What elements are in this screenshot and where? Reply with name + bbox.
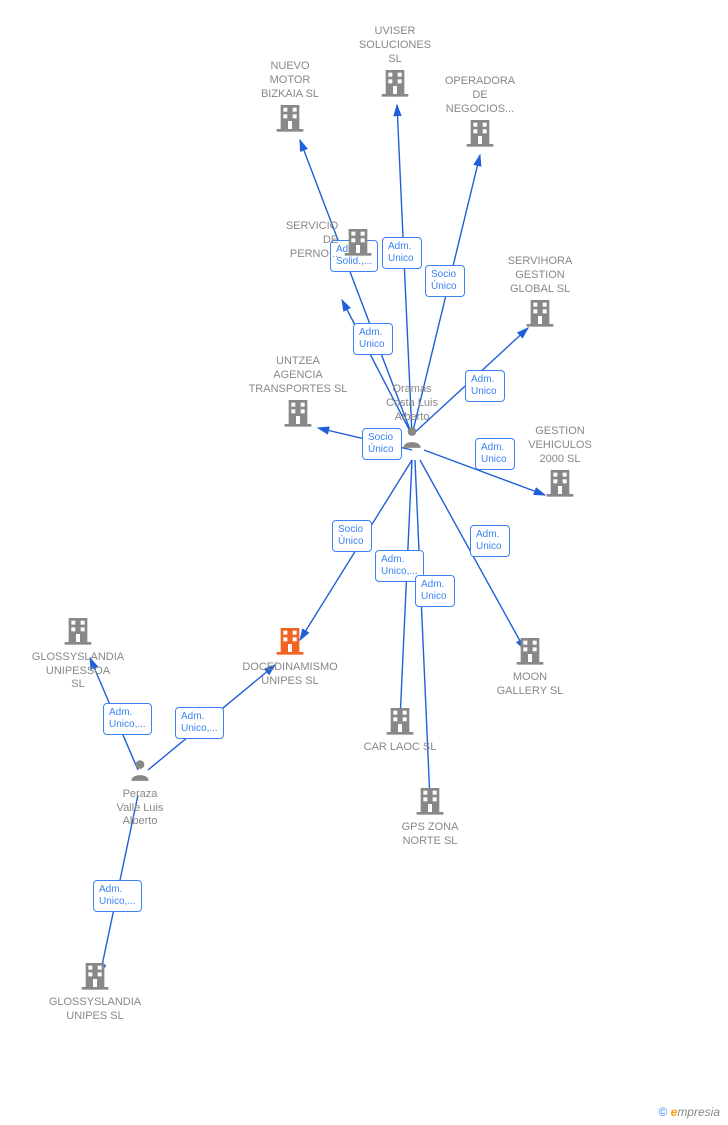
building-icon-wrap xyxy=(370,784,490,821)
edge-label: Adm. Unico,... xyxy=(93,880,142,912)
building-icon-wrap xyxy=(18,614,138,651)
node-label: GPS ZONA NORTE SL xyxy=(370,821,490,849)
company-node[interactable]: UNTZEA AGENCIA TRANSPORTES SL xyxy=(238,355,358,433)
node-label: SERVIHORA GESTION GLOBAL SL xyxy=(480,255,600,296)
person-icon xyxy=(127,757,153,783)
building-icon xyxy=(62,614,94,646)
building-icon xyxy=(274,624,306,656)
building-icon xyxy=(514,634,546,666)
building-icon xyxy=(342,225,374,257)
edge-label: Adm. Unico xyxy=(353,323,393,355)
company-node[interactable]: GLOSSYSLANDIA UNIPES SL xyxy=(35,959,155,1023)
brand-rest: mpresia xyxy=(677,1105,720,1119)
building-icon-wrap xyxy=(470,634,590,671)
person-icon-wrap xyxy=(80,757,200,788)
copyright-text: © xyxy=(658,1105,667,1119)
edges-layer xyxy=(0,0,728,1125)
building-icon-wrap xyxy=(500,466,620,503)
person-icon xyxy=(399,424,425,450)
edge-label: Adm. Unico,... xyxy=(175,707,224,739)
building-icon-wrap xyxy=(420,116,540,153)
node-label: Oramas Costa Luis Alberto xyxy=(352,383,472,424)
edge-label: Adm. Unico xyxy=(470,525,510,557)
company-node[interactable]: GPS ZONA NORTE SL xyxy=(370,784,490,848)
node-label: GLOSSYSLANDIA UNIPESSOA SL xyxy=(18,651,138,692)
building-icon-wrap xyxy=(230,101,350,138)
node-label: UVISER SOLUCIONES SL xyxy=(335,25,455,66)
node-label: NUEVO MOTOR BIZKAIA SL xyxy=(230,60,350,101)
node-label: OPERADORA DE NEGOCIOS... xyxy=(420,75,540,116)
company-node[interactable]: SERVIHORA GESTION GLOBAL SL xyxy=(480,255,600,333)
node-label: SERVICIO DE PERNO... xyxy=(286,220,338,261)
edge-label: Adm. Unico,... xyxy=(103,703,152,735)
building-icon-wrap xyxy=(340,704,460,741)
building-icon xyxy=(274,101,306,133)
node-label: UNTZEA AGENCIA TRANSPORTES SL xyxy=(238,355,358,396)
company-node[interactable]: DOCEDINAMISMO UNIPES SL xyxy=(230,624,350,688)
building-icon xyxy=(79,959,111,991)
edge-label: Socio Único xyxy=(332,520,372,552)
building-icon xyxy=(379,66,411,98)
node-label: GLOSSYSLANDIA UNIPES SL xyxy=(35,996,155,1024)
edge-label: Adm. Unico xyxy=(415,575,455,607)
person-node[interactable]: Peraza Valle Luis Alberto xyxy=(80,757,200,829)
building-icon xyxy=(464,116,496,148)
edge-label: Socio Único xyxy=(425,265,465,297)
company-node[interactable]: SERVICIO DE PERNO... xyxy=(270,220,390,261)
diagram-stage: © empresia Adm. Solid.,...Adm. UnicoSoci… xyxy=(0,0,728,1125)
company-node[interactable]: MOON GALLERY SL xyxy=(470,634,590,698)
building-icon xyxy=(544,466,576,498)
building-icon-wrap xyxy=(35,959,155,996)
node-label: GESTION VEHICULOS 2000 SL xyxy=(500,425,620,466)
building-icon-wrap xyxy=(342,225,374,262)
company-node[interactable]: OPERADORA DE NEGOCIOS... xyxy=(420,75,540,153)
person-node[interactable]: Oramas Costa Luis Alberto xyxy=(352,383,472,455)
node-label: DOCEDINAMISMO UNIPES SL xyxy=(230,661,350,689)
building-icon xyxy=(414,784,446,816)
building-icon-wrap xyxy=(238,396,358,433)
watermark: © empresia xyxy=(658,1105,720,1119)
building-icon xyxy=(384,704,416,736)
building-icon xyxy=(282,396,314,428)
building-icon-wrap xyxy=(480,296,600,333)
company-node[interactable]: NUEVO MOTOR BIZKAIA SL xyxy=(230,60,350,138)
node-label: MOON GALLERY SL xyxy=(470,671,590,699)
company-node[interactable]: GESTION VEHICULOS 2000 SL xyxy=(500,425,620,503)
node-label: CAR LAOC SL xyxy=(340,741,460,755)
company-node[interactable]: CAR LAOC SL xyxy=(340,704,460,755)
building-icon-wrap xyxy=(230,624,350,661)
person-icon-wrap xyxy=(352,424,472,455)
company-node[interactable]: GLOSSYSLANDIA UNIPESSOA SL xyxy=(18,614,138,692)
edge-line xyxy=(400,460,412,720)
building-icon xyxy=(524,296,556,328)
node-label: Peraza Valle Luis Alberto xyxy=(80,788,200,829)
